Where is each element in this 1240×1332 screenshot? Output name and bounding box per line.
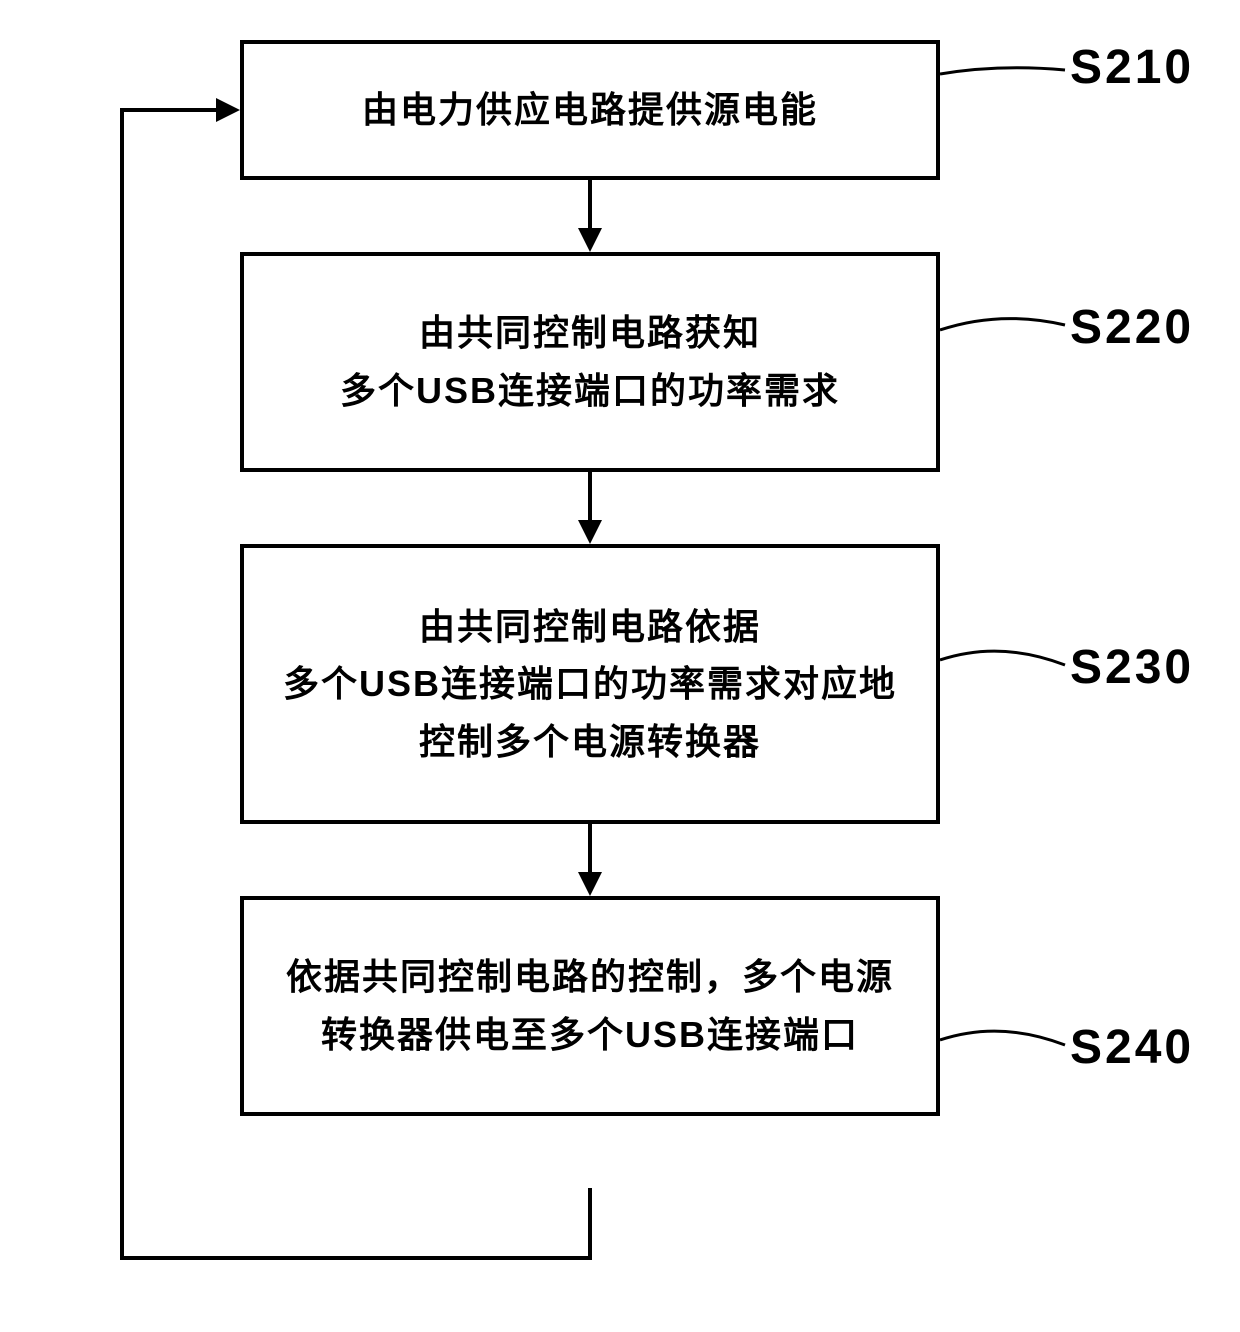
step-s240-line1: 依据共同控制电路的控制，多个电源 xyxy=(286,956,894,997)
step-s220-line1: 由共同控制电路获知 xyxy=(419,312,761,353)
step-s240-text: 依据共同控制电路的控制，多个电源 转换器供电至多个USB连接端口 xyxy=(286,948,894,1063)
step-s230-text: 由共同控制电路依据 多个USB连接端口的功率需求对应地 控制多个电源转换器 xyxy=(283,598,897,771)
arrow-line-1 xyxy=(588,180,592,232)
step-s210-text: 由电力供应电路提供源电能 xyxy=(362,81,818,139)
feedback-line-left xyxy=(120,1256,592,1260)
feedback-line-right xyxy=(120,108,220,112)
step-s230-label: S230 xyxy=(1070,640,1194,695)
leader-s230 xyxy=(940,630,1070,690)
step-s220-line2: 多个USB连接端口的功率需求 xyxy=(340,370,840,411)
arrow-head-1 xyxy=(578,228,602,252)
step-s240-label: S240 xyxy=(1070,1020,1194,1075)
arrow-line-3 xyxy=(588,824,592,876)
feedback-line-down xyxy=(588,1188,592,1260)
leader-s240 xyxy=(940,1010,1070,1070)
step-s220-text: 由共同控制电路获知 多个USB连接端口的功率需求 xyxy=(340,304,840,419)
step-s210-box: 由电力供应电路提供源电能 xyxy=(240,40,940,180)
arrow-line-2 xyxy=(588,472,592,524)
leader-s210 xyxy=(940,54,1070,114)
feedback-line-up xyxy=(120,108,124,1260)
flowchart-container: 由电力供应电路提供源电能 由共同控制电路获知 多个USB连接端口的功率需求 由共… xyxy=(240,40,940,1116)
connector-s230-s240 xyxy=(240,824,940,896)
step-s230-line1: 由共同控制电路依据 xyxy=(419,606,761,647)
step-s210-label: S210 xyxy=(1070,40,1194,95)
step-s240-box: 依据共同控制电路的控制，多个电源 转换器供电至多个USB连接端口 xyxy=(240,896,940,1116)
step-s220-box: 由共同控制电路获知 多个USB连接端口的功率需求 xyxy=(240,252,940,472)
step-s230-line3: 控制多个电源转换器 xyxy=(419,721,761,762)
feedback-arrowhead xyxy=(216,98,240,122)
step-s210-line1: 由电力供应电路提供源电能 xyxy=(362,89,818,130)
step-s230-box: 由共同控制电路依据 多个USB连接端口的功率需求对应地 控制多个电源转换器 xyxy=(240,544,940,824)
step-s230-line2: 多个USB连接端口的功率需求对应地 xyxy=(283,663,897,704)
step-s220-label: S220 xyxy=(1070,300,1194,355)
arrow-head-2 xyxy=(578,520,602,544)
step-s240-line2: 转换器供电至多个USB连接端口 xyxy=(321,1014,859,1055)
connector-s220-s230 xyxy=(240,472,940,544)
leader-s220 xyxy=(940,300,1070,360)
arrow-head-3 xyxy=(578,872,602,896)
connector-s210-s220 xyxy=(240,180,940,252)
